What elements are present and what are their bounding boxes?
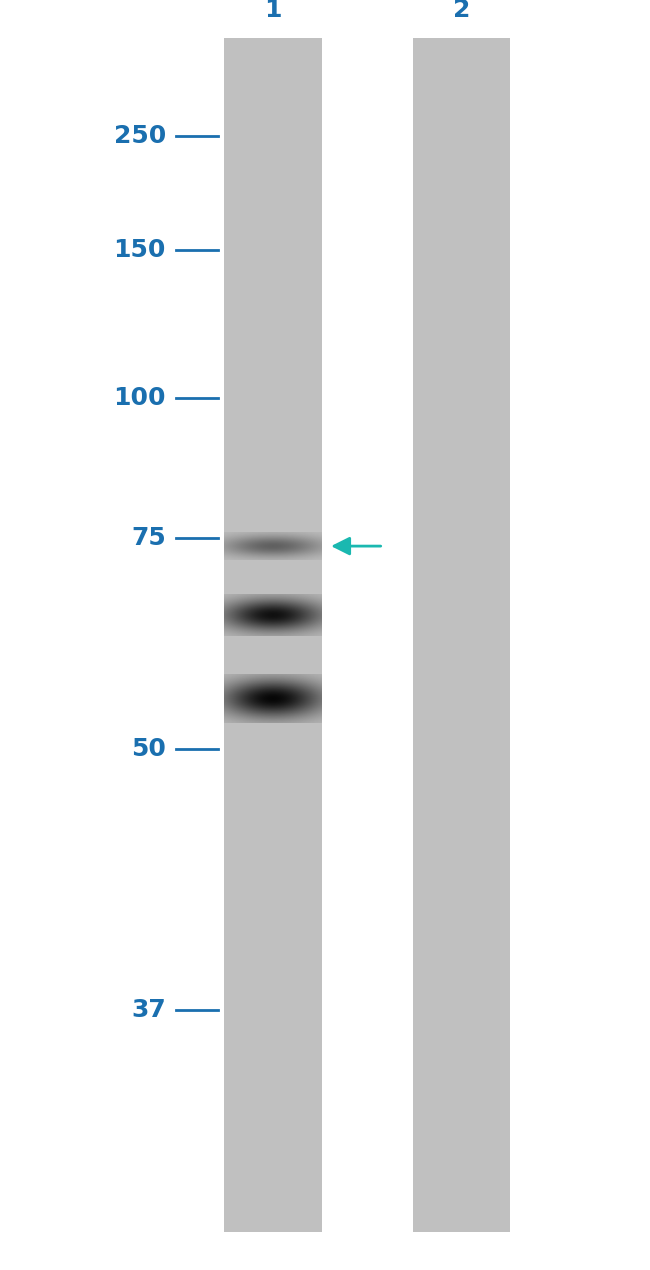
Text: 100: 100 <box>113 386 166 409</box>
Text: 2: 2 <box>453 0 470 22</box>
Text: 37: 37 <box>131 998 166 1021</box>
Text: 150: 150 <box>113 239 166 262</box>
Text: 250: 250 <box>114 124 166 147</box>
Bar <box>413 38 510 1232</box>
Bar <box>224 38 322 1232</box>
Text: 75: 75 <box>131 527 166 550</box>
Text: 50: 50 <box>131 738 166 761</box>
Text: 1: 1 <box>265 0 281 22</box>
